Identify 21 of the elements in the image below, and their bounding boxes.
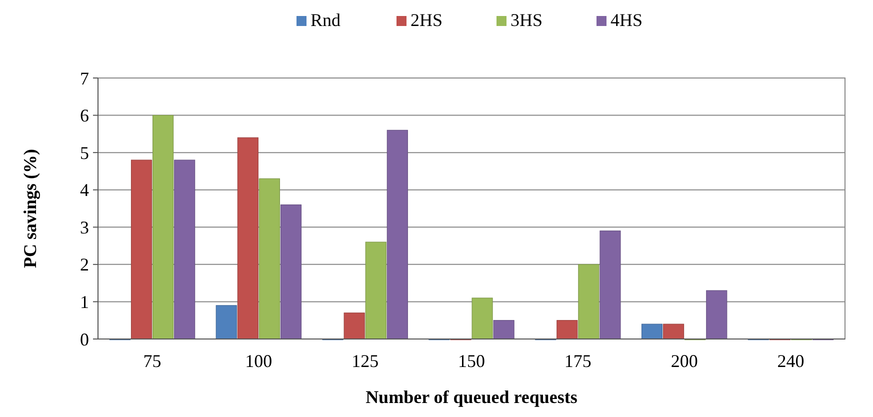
y-tick-label: 0 <box>80 329 89 350</box>
x-axis-title: Number of queued requests <box>366 387 578 407</box>
x-tick-label: 125 <box>352 351 379 371</box>
x-tick-label: 175 <box>564 351 592 371</box>
legend-label: 2HS <box>410 10 443 30</box>
y-tick-label: 2 <box>80 254 89 275</box>
y-tick-label: 3 <box>80 217 89 238</box>
legend-label: 4HS <box>610 10 643 30</box>
x-tick-label: 150 <box>458 351 485 371</box>
x-tick-label: 75 <box>143 351 162 371</box>
y-tick-label: 7 <box>80 68 89 88</box>
y-axis-title: PC savings (%) <box>20 148 40 268</box>
x-tick-label: 200 <box>670 351 698 371</box>
legend-label: 3HS <box>510 10 543 30</box>
y-tick-label: 6 <box>80 106 89 126</box>
y-tick-label: 1 <box>80 292 89 312</box>
x-tick-label: 100 <box>245 351 272 371</box>
y-tick-label: 4 <box>80 180 89 200</box>
legend-label: Rnd <box>310 10 341 30</box>
x-tick-label: 240 <box>777 351 804 371</box>
y-tick-label: 5 <box>80 142 89 163</box>
